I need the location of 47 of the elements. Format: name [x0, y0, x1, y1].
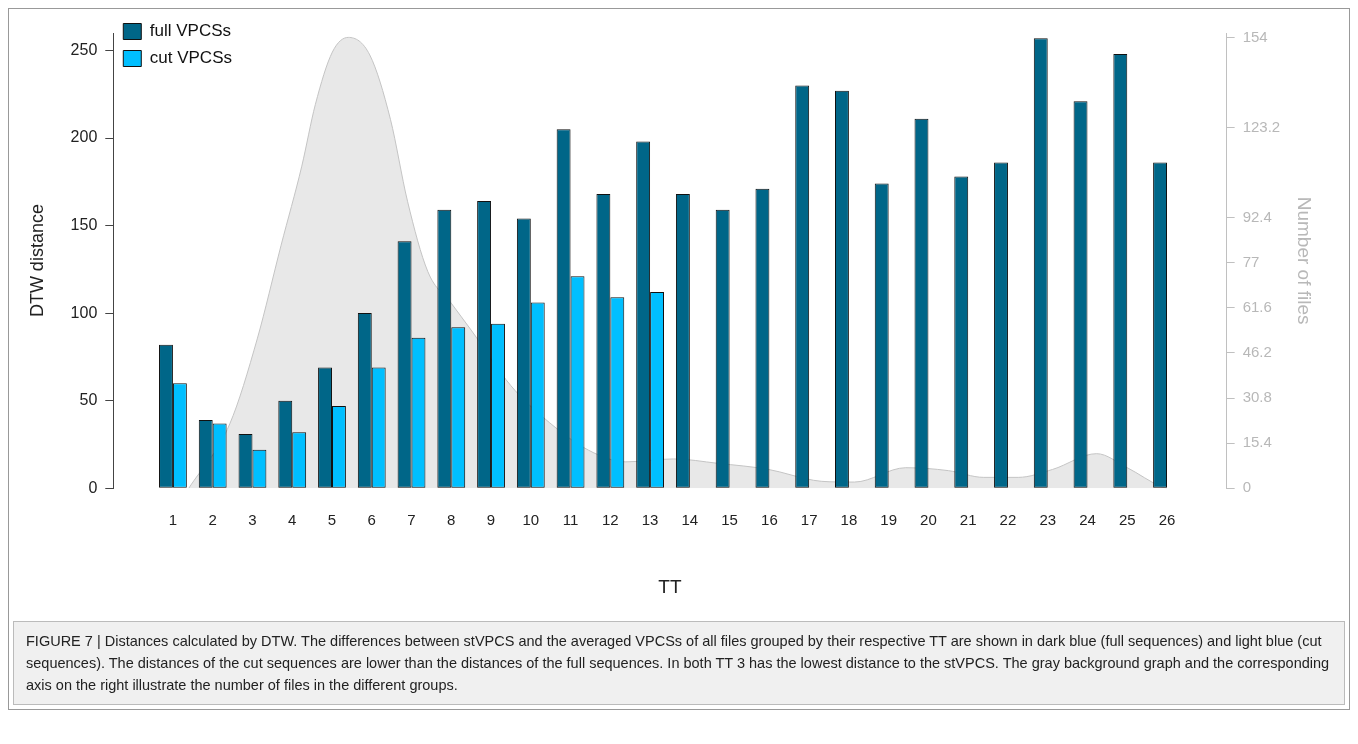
x-tick-label: 13: [641, 511, 659, 529]
y-tick-label: 150: [70, 215, 98, 233]
y2-tick-label: 0: [1242, 478, 1252, 496]
y-tick-label: 100: [70, 303, 98, 321]
x-axis-title: TT: [658, 575, 682, 597]
x-tick-label: 6: [367, 511, 376, 529]
y-axis-title: DTW distance: [26, 204, 47, 318]
x-tick-label: 26: [1158, 511, 1176, 529]
x-tick-label: 14: [681, 511, 699, 529]
x-tick-label: 15: [721, 511, 738, 529]
x-tick-label: 2: [208, 511, 217, 529]
x-tick-label: 21: [959, 511, 977, 529]
y2-tick-label: 92.4: [1242, 207, 1272, 225]
y-tick-label: 250: [70, 40, 98, 58]
y2-tick-label: 30.8: [1242, 388, 1272, 406]
x-tick-label: 4: [288, 511, 297, 529]
y2-axis-title: Number of files: [1294, 196, 1316, 325]
x-tick-label: 16: [761, 511, 778, 529]
x-tick-label: 9: [486, 511, 496, 529]
y2-tick-label: 61.6: [1242, 298, 1272, 316]
x-tick-label: 24: [1079, 511, 1096, 529]
y-tick-label: 200: [70, 128, 98, 146]
x-tick-label: 7: [407, 511, 416, 529]
x-tick-label: 20: [920, 511, 937, 529]
x-tick-label: 25: [1118, 511, 1136, 529]
x-tick-label: 23: [1039, 511, 1057, 529]
x-tick-label: 8: [447, 511, 456, 529]
x-tick-label: 18: [840, 511, 858, 529]
caption: FIGURE 7 | Distances calculated by DTW. The differences between stVPCS and the averaged VPCSs of all files grouped by their respective TT are shown in dark blue (full sequences) and light blue (cut sequences). The distances of the cut sequences are lower than the distances of the full sequences. In both TT 3 has the lowest distance to the stVPCS. The gray background graph and the corresponding axis on the right illustrate the number of files in the different groups.: [13, 621, 1345, 705]
y2-tick-label: 123.2: [1242, 117, 1281, 135]
legend-label: cut VPCSs: [149, 48, 232, 68]
y2-tick-label: 154: [1242, 27, 1268, 45]
x-tick-label: 17: [800, 511, 818, 529]
y2-tick-label: 46.2: [1242, 343, 1272, 361]
x-tick-label: 1: [168, 511, 178, 529]
x-tick-label: 12: [601, 511, 619, 529]
x-tick-label: 22: [999, 511, 1017, 529]
y2-tick-label: 77: [1242, 252, 1260, 270]
legend-label: full VPCSs: [149, 21, 232, 41]
y-tick-label: 0: [88, 478, 98, 496]
x-tick-label: 5: [327, 511, 337, 529]
x-tick-label: 3: [248, 511, 257, 529]
x-tick-label: 10: [522, 511, 540, 529]
y2-tick-label: 15.4: [1242, 433, 1272, 451]
x-tick-label: 11: [562, 511, 579, 529]
x-tick-label: 19: [880, 511, 898, 529]
y-tick-label: 50: [79, 391, 98, 409]
